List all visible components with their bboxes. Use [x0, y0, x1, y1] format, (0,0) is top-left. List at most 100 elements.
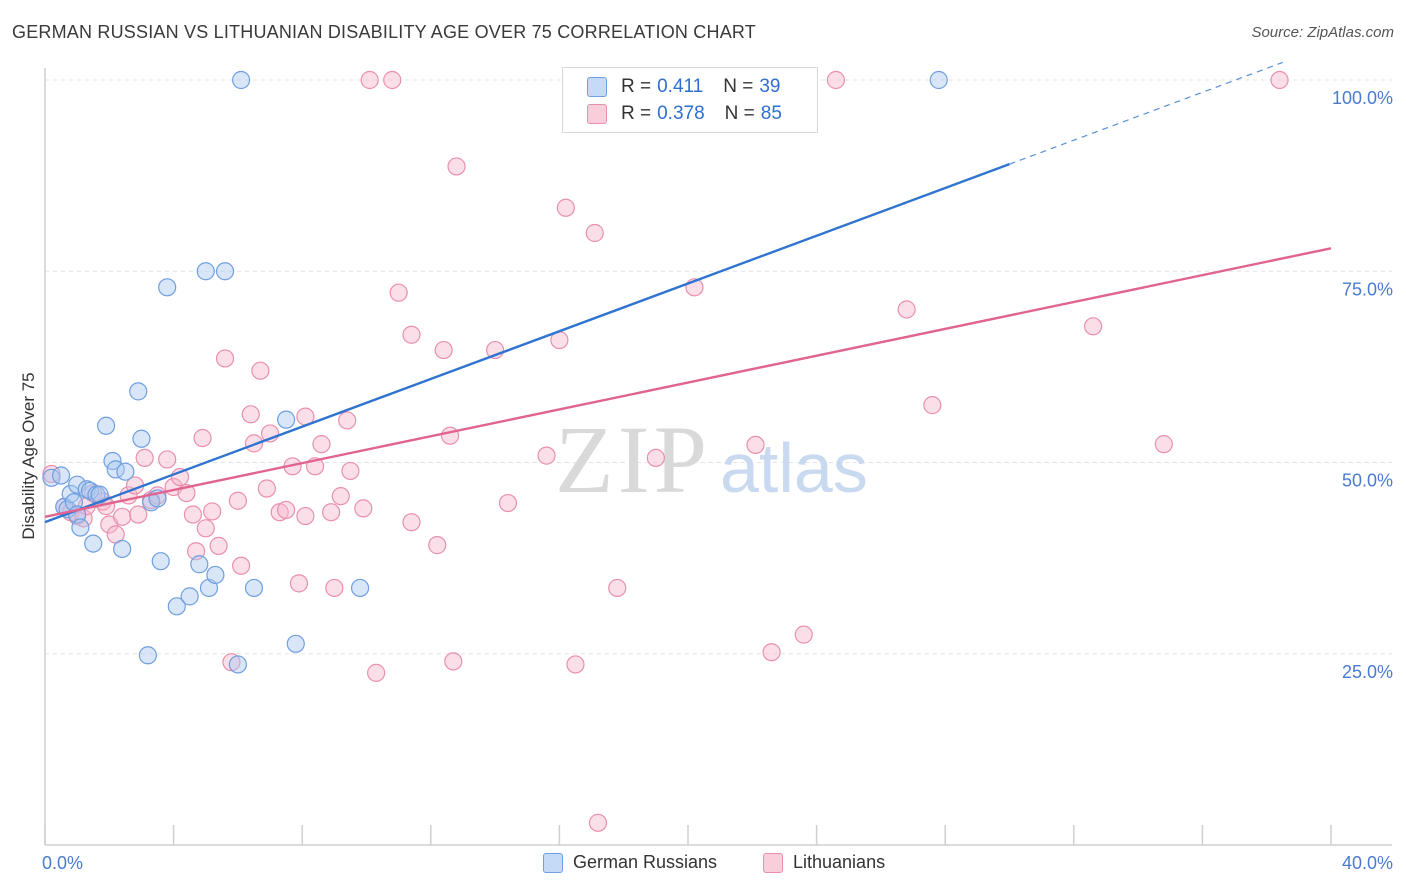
german-russians-point: [244, 578, 264, 598]
lithuanians-point: [241, 405, 260, 424]
series-legend: German Russians Lithuanians: [0, 852, 1406, 878]
german-russians-point: [206, 565, 225, 585]
legend-r-label: R =: [621, 76, 652, 97]
legend-swatch-blue: [587, 77, 607, 97]
y-tick-label: 75.0%: [1342, 279, 1393, 299]
german-russians-points: [42, 70, 948, 674]
x-tick-label-min: 0.0%: [42, 853, 83, 873]
german-russians-trend-extension: [1009, 61, 1283, 165]
legend-swatch-pink: [763, 852, 783, 873]
lithuanians-point: [209, 536, 228, 555]
y-tick-label: 50.0%: [1342, 471, 1393, 491]
german-russians-point: [232, 70, 251, 90]
legend-r-label: R =: [621, 103, 652, 124]
german-russians-point: [116, 462, 135, 481]
lithuanians-trend-line: [44, 247, 1332, 518]
german-russians-point: [929, 70, 948, 90]
lithuanians-point: [228, 491, 247, 510]
german-russians-point: [350, 578, 370, 598]
lithuanians-point: [566, 655, 585, 674]
lithuanians-point: [360, 70, 379, 90]
lithuanians-point: [257, 479, 276, 498]
y-tick-label: 25.0%: [1342, 662, 1393, 682]
lithuanians-point: [251, 361, 270, 380]
german-russians-point: [84, 534, 103, 553]
german-russians-point: [277, 410, 296, 429]
lithuanians-point: [367, 663, 386, 682]
y-axis-label: Disability Age Over 75: [19, 372, 38, 539]
legend-swatch-blue: [543, 852, 563, 873]
legend-swatch-pink: [587, 104, 607, 124]
lithuanians-point: [277, 500, 296, 520]
german-russians-point: [96, 416, 116, 435]
lithuanians-point: [158, 450, 177, 469]
lithuanians-point: [428, 536, 447, 555]
lithuanians-point: [1270, 70, 1289, 90]
legend-item-lithuanians: Lithuanians: [763, 852, 885, 873]
lithuanians-point: [762, 643, 781, 662]
trend-lines: [44, 61, 1332, 524]
german-russians-point: [190, 555, 209, 574]
lithuanians-point: [325, 578, 344, 598]
german-russians-point: [215, 262, 235, 281]
lithuanians-point: [193, 428, 212, 448]
lithuanians-point: [746, 435, 765, 455]
lithuanians-point: [646, 448, 665, 468]
legend-n-label: N =: [724, 103, 755, 124]
legend-n-value-blue: 39: [759, 76, 781, 97]
lithuanians-point: [434, 340, 453, 360]
german-russians-point: [167, 597, 186, 616]
legend-label-lithuanians: Lithuanians: [793, 852, 886, 872]
lithuanians-point: [183, 505, 202, 524]
x-tick-labels: 0.0% 40.0%: [42, 853, 1393, 873]
legend-row-lithuanians: R = 0.378 N = 85: [587, 102, 788, 126]
x-tick-label-max: 40.0%: [1342, 853, 1393, 873]
axes: [44, 68, 1392, 846]
y-tick-label: 100.0%: [1332, 88, 1393, 108]
german-russians-point: [151, 552, 170, 571]
legend-label-german-russians: German Russians: [573, 852, 718, 872]
lithuanians-point: [312, 435, 331, 454]
stats-legend: R = 0.411 N = 39 R = 0.378 N = 85: [562, 67, 818, 133]
lithuanians-point: [402, 513, 421, 532]
lithuanians-point: [129, 505, 148, 524]
german-russians-point: [158, 278, 177, 297]
lithuanians-point: [588, 813, 608, 832]
source-credit: Source: ZipAtlas.com: [1251, 24, 1394, 41]
legend-r-value-pink: 0.378: [657, 103, 705, 124]
lithuanians-point: [215, 349, 235, 368]
lithuanians-point: [444, 652, 463, 671]
german-russians-point: [113, 539, 132, 559]
lithuanians-point: [322, 503, 341, 522]
lithuanians-point: [113, 507, 132, 526]
lithuanians-point: [338, 411, 357, 430]
lithuanians-point: [1154, 435, 1173, 454]
german-russians-trend-line: [44, 163, 1010, 524]
lithuanians-point: [341, 461, 360, 481]
lithuanians-point: [794, 625, 813, 644]
lithuanians-point: [389, 283, 408, 302]
lithuanians-point: [498, 493, 518, 513]
legend-n-value-pink: 85: [760, 103, 782, 124]
lithuanians-point: [402, 325, 421, 344]
lithuanians-point: [923, 396, 942, 415]
german-russians-point: [138, 646, 157, 665]
lithuanians-point: [296, 506, 315, 526]
lithuanians-point: [897, 300, 916, 319]
lithuanians-point: [1083, 317, 1103, 336]
lithuanians-point: [826, 70, 845, 90]
german-russians-point: [180, 587, 199, 606]
lithuanians-point: [383, 70, 402, 90]
german-russians-point: [71, 518, 90, 537]
legend-row-german-russians: R = 0.411 N = 39: [587, 75, 787, 99]
lithuanians-point: [196, 519, 215, 538]
lithuanians-point: [135, 448, 154, 468]
lithuanians-point: [585, 223, 604, 243]
lithuanians-point: [354, 499, 373, 518]
lithuanians-point: [556, 198, 575, 217]
german-russians-point: [228, 655, 247, 674]
legend-n-label: N =: [723, 76, 754, 97]
watermark-atlas: atlas: [720, 429, 868, 507]
watermark-zip: ZIP: [555, 406, 711, 513]
lithuanians-point: [289, 574, 309, 593]
